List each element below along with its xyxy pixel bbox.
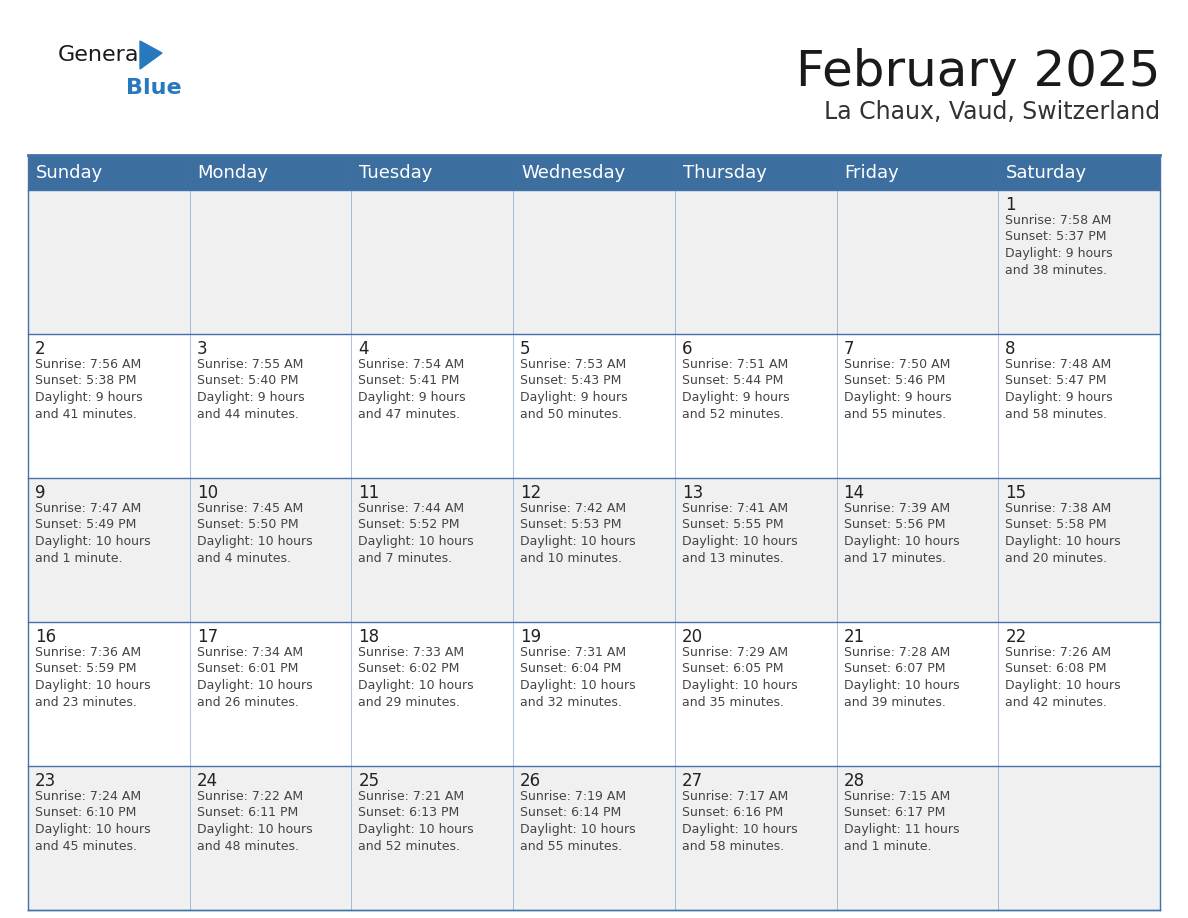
Text: 5: 5 bbox=[520, 340, 531, 358]
Text: Sunday: Sunday bbox=[36, 163, 103, 182]
Text: 7: 7 bbox=[843, 340, 854, 358]
Text: Wednesday: Wednesday bbox=[522, 163, 625, 182]
Text: Sunrise: 7:29 AM
Sunset: 6:05 PM
Daylight: 10 hours
and 35 minutes.: Sunrise: 7:29 AM Sunset: 6:05 PM Dayligh… bbox=[682, 646, 797, 709]
Text: Sunrise: 7:19 AM
Sunset: 6:14 PM
Daylight: 10 hours
and 55 minutes.: Sunrise: 7:19 AM Sunset: 6:14 PM Dayligh… bbox=[520, 790, 636, 853]
Text: 10: 10 bbox=[197, 484, 217, 502]
Bar bbox=[29, 478, 1159, 622]
Text: 28: 28 bbox=[843, 772, 865, 790]
Text: Saturday: Saturday bbox=[1006, 163, 1087, 182]
Text: 26: 26 bbox=[520, 772, 542, 790]
Text: Sunrise: 7:44 AM
Sunset: 5:52 PM
Daylight: 10 hours
and 7 minutes.: Sunrise: 7:44 AM Sunset: 5:52 PM Dayligh… bbox=[359, 502, 474, 565]
Text: Sunrise: 7:47 AM
Sunset: 5:49 PM
Daylight: 10 hours
and 1 minute.: Sunrise: 7:47 AM Sunset: 5:49 PM Dayligh… bbox=[34, 502, 151, 565]
Text: La Chaux, Vaud, Switzerland: La Chaux, Vaud, Switzerland bbox=[823, 100, 1159, 124]
Text: 9: 9 bbox=[34, 484, 45, 502]
Text: 4: 4 bbox=[359, 340, 369, 358]
Text: Sunrise: 7:17 AM
Sunset: 6:16 PM
Daylight: 10 hours
and 58 minutes.: Sunrise: 7:17 AM Sunset: 6:16 PM Dayligh… bbox=[682, 790, 797, 853]
Bar bbox=[29, 334, 1159, 478]
Text: Sunrise: 7:38 AM
Sunset: 5:58 PM
Daylight: 10 hours
and 20 minutes.: Sunrise: 7:38 AM Sunset: 5:58 PM Dayligh… bbox=[1005, 502, 1121, 565]
Text: 18: 18 bbox=[359, 628, 379, 646]
Text: Friday: Friday bbox=[845, 163, 899, 182]
Text: Sunrise: 7:33 AM
Sunset: 6:02 PM
Daylight: 10 hours
and 29 minutes.: Sunrise: 7:33 AM Sunset: 6:02 PM Dayligh… bbox=[359, 646, 474, 709]
Text: 27: 27 bbox=[682, 772, 703, 790]
Text: Sunrise: 7:22 AM
Sunset: 6:11 PM
Daylight: 10 hours
and 48 minutes.: Sunrise: 7:22 AM Sunset: 6:11 PM Dayligh… bbox=[197, 790, 312, 853]
Text: Monday: Monday bbox=[197, 163, 268, 182]
Text: 13: 13 bbox=[682, 484, 703, 502]
Text: 17: 17 bbox=[197, 628, 217, 646]
Text: Sunrise: 7:21 AM
Sunset: 6:13 PM
Daylight: 10 hours
and 52 minutes.: Sunrise: 7:21 AM Sunset: 6:13 PM Dayligh… bbox=[359, 790, 474, 853]
Text: 23: 23 bbox=[34, 772, 56, 790]
Text: 11: 11 bbox=[359, 484, 380, 502]
Text: Sunrise: 7:26 AM
Sunset: 6:08 PM
Daylight: 10 hours
and 42 minutes.: Sunrise: 7:26 AM Sunset: 6:08 PM Dayligh… bbox=[1005, 646, 1121, 709]
Text: Sunrise: 7:51 AM
Sunset: 5:44 PM
Daylight: 9 hours
and 52 minutes.: Sunrise: 7:51 AM Sunset: 5:44 PM Dayligh… bbox=[682, 358, 790, 420]
Text: Thursday: Thursday bbox=[683, 163, 766, 182]
Text: 22: 22 bbox=[1005, 628, 1026, 646]
Text: 1: 1 bbox=[1005, 196, 1016, 214]
Text: Sunrise: 7:45 AM
Sunset: 5:50 PM
Daylight: 10 hours
and 4 minutes.: Sunrise: 7:45 AM Sunset: 5:50 PM Dayligh… bbox=[197, 502, 312, 565]
Text: 6: 6 bbox=[682, 340, 693, 358]
Bar bbox=[29, 622, 1159, 766]
Polygon shape bbox=[140, 41, 162, 69]
Text: Sunrise: 7:31 AM
Sunset: 6:04 PM
Daylight: 10 hours
and 32 minutes.: Sunrise: 7:31 AM Sunset: 6:04 PM Dayligh… bbox=[520, 646, 636, 709]
Text: Sunrise: 7:55 AM
Sunset: 5:40 PM
Daylight: 9 hours
and 44 minutes.: Sunrise: 7:55 AM Sunset: 5:40 PM Dayligh… bbox=[197, 358, 304, 420]
Text: 15: 15 bbox=[1005, 484, 1026, 502]
Text: 25: 25 bbox=[359, 772, 379, 790]
Text: Sunrise: 7:15 AM
Sunset: 6:17 PM
Daylight: 11 hours
and 1 minute.: Sunrise: 7:15 AM Sunset: 6:17 PM Dayligh… bbox=[843, 790, 959, 853]
Text: Blue: Blue bbox=[126, 78, 182, 98]
Text: Sunrise: 7:41 AM
Sunset: 5:55 PM
Daylight: 10 hours
and 13 minutes.: Sunrise: 7:41 AM Sunset: 5:55 PM Dayligh… bbox=[682, 502, 797, 565]
Text: Sunrise: 7:34 AM
Sunset: 6:01 PM
Daylight: 10 hours
and 26 minutes.: Sunrise: 7:34 AM Sunset: 6:01 PM Dayligh… bbox=[197, 646, 312, 709]
Text: Sunrise: 7:36 AM
Sunset: 5:59 PM
Daylight: 10 hours
and 23 minutes.: Sunrise: 7:36 AM Sunset: 5:59 PM Dayligh… bbox=[34, 646, 151, 709]
Text: Sunrise: 7:24 AM
Sunset: 6:10 PM
Daylight: 10 hours
and 45 minutes.: Sunrise: 7:24 AM Sunset: 6:10 PM Dayligh… bbox=[34, 790, 151, 853]
Text: Sunrise: 7:58 AM
Sunset: 5:37 PM
Daylight: 9 hours
and 38 minutes.: Sunrise: 7:58 AM Sunset: 5:37 PM Dayligh… bbox=[1005, 214, 1113, 276]
Text: Sunrise: 7:28 AM
Sunset: 6:07 PM
Daylight: 10 hours
and 39 minutes.: Sunrise: 7:28 AM Sunset: 6:07 PM Dayligh… bbox=[843, 646, 959, 709]
Text: 3: 3 bbox=[197, 340, 208, 358]
Text: Sunrise: 7:56 AM
Sunset: 5:38 PM
Daylight: 9 hours
and 41 minutes.: Sunrise: 7:56 AM Sunset: 5:38 PM Dayligh… bbox=[34, 358, 143, 420]
Text: Tuesday: Tuesday bbox=[360, 163, 432, 182]
Text: 20: 20 bbox=[682, 628, 703, 646]
Text: 19: 19 bbox=[520, 628, 542, 646]
Text: Sunrise: 7:53 AM
Sunset: 5:43 PM
Daylight: 9 hours
and 50 minutes.: Sunrise: 7:53 AM Sunset: 5:43 PM Dayligh… bbox=[520, 358, 627, 420]
Text: 8: 8 bbox=[1005, 340, 1016, 358]
Bar bbox=[29, 766, 1159, 910]
Text: 12: 12 bbox=[520, 484, 542, 502]
Bar bbox=[29, 190, 1159, 334]
Text: General: General bbox=[58, 45, 146, 65]
Text: 14: 14 bbox=[843, 484, 865, 502]
Text: Sunrise: 7:39 AM
Sunset: 5:56 PM
Daylight: 10 hours
and 17 minutes.: Sunrise: 7:39 AM Sunset: 5:56 PM Dayligh… bbox=[843, 502, 959, 565]
Text: Sunrise: 7:48 AM
Sunset: 5:47 PM
Daylight: 9 hours
and 58 minutes.: Sunrise: 7:48 AM Sunset: 5:47 PM Dayligh… bbox=[1005, 358, 1113, 420]
Text: Sunrise: 7:50 AM
Sunset: 5:46 PM
Daylight: 9 hours
and 55 minutes.: Sunrise: 7:50 AM Sunset: 5:46 PM Dayligh… bbox=[843, 358, 952, 420]
Text: 24: 24 bbox=[197, 772, 217, 790]
Text: Sunrise: 7:42 AM
Sunset: 5:53 PM
Daylight: 10 hours
and 10 minutes.: Sunrise: 7:42 AM Sunset: 5:53 PM Dayligh… bbox=[520, 502, 636, 565]
Text: 21: 21 bbox=[843, 628, 865, 646]
Text: 2: 2 bbox=[34, 340, 45, 358]
Bar bbox=[29, 155, 1159, 190]
Text: Sunrise: 7:54 AM
Sunset: 5:41 PM
Daylight: 9 hours
and 47 minutes.: Sunrise: 7:54 AM Sunset: 5:41 PM Dayligh… bbox=[359, 358, 466, 420]
Text: 16: 16 bbox=[34, 628, 56, 646]
Text: February 2025: February 2025 bbox=[796, 48, 1159, 96]
